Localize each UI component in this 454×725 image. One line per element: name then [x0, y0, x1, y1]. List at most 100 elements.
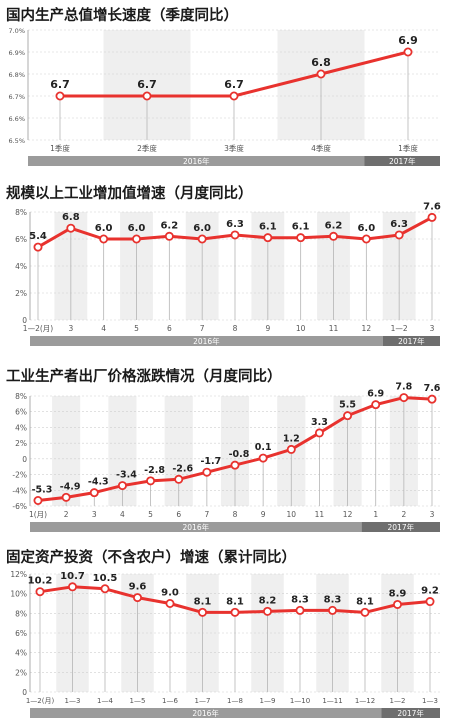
category-label: 8 — [233, 510, 238, 519]
ppi-panel: 工业生产者出厂价格涨跌情况（月度同比） -6% -4% -2% 0 2% 4% 6% 8% -5… — [0, 362, 454, 542]
y-tick-label: 4% — [15, 423, 27, 432]
data-point — [33, 496, 43, 506]
gdp-panel: 国内生产总值增长速度（季度同比） 6.5% 6.6% 6.7% 6.8% 6.9% 7.0… — [0, 0, 454, 180]
data-label: 5.4 — [29, 231, 47, 242]
data-label: 6.8 — [311, 56, 331, 69]
category-label: 3 — [68, 324, 73, 333]
year-group-label: 2016年 — [193, 336, 220, 346]
data-point — [392, 599, 402, 609]
data-point — [230, 230, 240, 240]
data-point — [66, 223, 76, 233]
data-point — [202, 467, 212, 477]
data-label: 6.1 — [292, 222, 310, 233]
data-point — [99, 234, 109, 244]
data-point — [316, 69, 326, 79]
year-group-label: 2017年 — [397, 708, 424, 718]
category-label: 12 — [362, 324, 372, 333]
data-label: -4.9 — [60, 481, 81, 492]
y-tick-label: 6.9% — [8, 49, 25, 57]
data-label: -1.7 — [200, 456, 221, 467]
y-tick-label: -2% — [12, 471, 27, 480]
year-group-label: 2016年 — [183, 156, 210, 166]
category-label: 2 — [401, 510, 406, 519]
y-tick-label: 8% — [15, 392, 27, 401]
data-point — [164, 231, 174, 241]
data-label: 6.1 — [259, 222, 277, 233]
data-point — [314, 428, 324, 438]
y-tick-label: 7.0% — [8, 27, 25, 35]
category-label: 10 — [287, 510, 297, 519]
category-label: 7 — [204, 510, 209, 519]
data-label: -5.3 — [32, 485, 53, 496]
category-label: 1(月) — [29, 510, 47, 519]
data-point — [361, 234, 371, 244]
data-label: 6.9 — [398, 34, 418, 47]
y-tick-label: 12% — [10, 570, 27, 579]
data-label: 6.2 — [160, 220, 178, 231]
category-label: 4季度 — [311, 143, 331, 153]
data-label: -2.8 — [144, 465, 165, 476]
data-point — [258, 453, 268, 463]
data-point — [35, 587, 45, 597]
gdp-chart: 6.5% 6.6% 6.7% 6.8% 6.9% 7.0% 6.7 6.7 6.7 6.8 6.9 1… — [8, 27, 440, 166]
data-point — [89, 488, 99, 498]
year-group-bar — [30, 522, 362, 532]
data-label: 8.3 — [291, 594, 309, 605]
investment-chart: 0 2% 4% 6% 8% 10% 12%10.2 10.7 10.5 9.6 9.0 8.1 8.1 8… — [10, 570, 440, 718]
category-label: 1季度 — [398, 143, 418, 153]
data-point — [131, 234, 141, 244]
category-label: 3 — [92, 510, 97, 519]
category-label: 12 — [343, 510, 353, 519]
y-tick-label: 6.8% — [8, 71, 25, 79]
investment-chart-title: 固定资产投资（不含农户）增速（累计同比） — [6, 550, 296, 566]
data-point — [360, 607, 370, 617]
data-point — [68, 582, 78, 592]
data-label: 6.8 — [62, 212, 80, 223]
category-label: 11 — [315, 510, 325, 519]
data-point — [403, 47, 413, 57]
year-group-label: 2016年 — [192, 708, 219, 718]
data-label: 8.3 — [324, 594, 342, 605]
y-tick-label: 6% — [15, 408, 27, 417]
data-label: 3.3 — [311, 417, 328, 428]
category-label: 1—3 — [65, 697, 81, 705]
y-tick-label: 0 — [22, 316, 27, 325]
category-label: 1—11 — [322, 697, 342, 705]
data-label: 8.2 — [259, 595, 277, 606]
data-point — [174, 474, 184, 484]
data-label: 6.3 — [226, 219, 244, 230]
category-label: 8 — [233, 324, 238, 333]
category-label: 1季度 — [50, 143, 70, 153]
data-label: 10.7 — [60, 571, 85, 582]
data-label: 7.6 — [424, 383, 441, 394]
category-label: 1—9 — [260, 697, 276, 705]
category-label: 3季度 — [224, 143, 244, 153]
data-point — [230, 460, 240, 470]
data-label: 6.9 — [367, 389, 384, 400]
data-label: 0.1 — [255, 442, 272, 453]
data-point — [371, 400, 381, 410]
category-label: 4 — [101, 324, 106, 333]
y-tick-label: 6.6% — [8, 115, 25, 123]
data-point — [165, 598, 175, 608]
data-point — [100, 584, 110, 594]
data-point — [296, 233, 306, 243]
y-tick-label: 6% — [15, 235, 27, 244]
data-label: 6.7 — [224, 78, 244, 91]
data-point — [427, 394, 437, 404]
year-group-bar — [364, 156, 440, 166]
category-label: 2 — [64, 510, 69, 519]
year-group-bar — [381, 708, 440, 718]
category-label: 1—2 — [391, 324, 408, 333]
year-group-bar — [30, 336, 383, 346]
data-label: 8.1 — [194, 596, 212, 607]
category-label: 1—12 — [355, 697, 375, 705]
data-point — [262, 606, 272, 616]
data-point — [146, 476, 156, 486]
data-label: 6.7 — [50, 78, 70, 91]
category-label: 9 — [261, 510, 266, 519]
data-point — [327, 605, 337, 615]
data-label: 6.0 — [128, 223, 146, 234]
year-group-label: 2017年 — [388, 522, 415, 532]
year-group-bar — [30, 708, 382, 718]
